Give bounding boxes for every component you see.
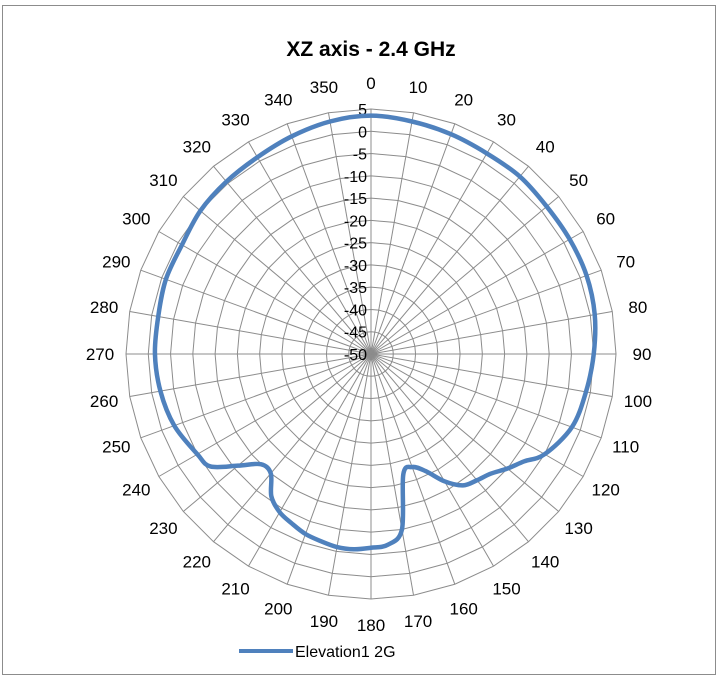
angle-label: 290 [102, 252, 130, 271]
grid-spoke [140, 269, 372, 355]
radial-tick-label: -20 [344, 213, 367, 230]
grid-spoke [370, 353, 613, 398]
angle-label: 100 [624, 392, 652, 411]
angle-label: 330 [221, 110, 249, 129]
chart-grid [125, 108, 617, 600]
angle-label: 250 [102, 438, 130, 457]
grid-spoke [158, 231, 372, 355]
angle-label: 120 [592, 481, 620, 500]
angle-label: 140 [531, 553, 559, 572]
grid-spoke [327, 112, 372, 355]
angle-label: 170 [404, 612, 432, 631]
angle-label: 340 [264, 90, 292, 109]
series-line [152, 113, 598, 552]
grid-spoke [370, 353, 584, 477]
radial-tick-label: -50 [344, 347, 367, 364]
radial-tick-label: -35 [344, 280, 367, 297]
grid-spoke [286, 123, 372, 355]
radial-tick-label: -45 [344, 325, 367, 342]
radial-tick-label: 0 [358, 124, 367, 141]
angle-label: 300 [122, 210, 150, 229]
angle-label: 40 [536, 137, 555, 156]
grid-spoke [370, 141, 494, 355]
grid-spoke [182, 353, 372, 512]
grid-spoke [370, 353, 560, 512]
grid-spoke [158, 353, 372, 477]
angle-labels: 0 102030405060708090100110120130140150160… [86, 74, 652, 635]
angle-label: 210 [221, 580, 249, 599]
grid-spoke [286, 353, 372, 585]
radial-tick-label: -40 [344, 302, 367, 319]
grid-spoke [370, 353, 602, 439]
angle-label: 20 [454, 90, 473, 109]
radial-tick-label: -5 [353, 147, 367, 164]
angle-label: 180 [357, 616, 385, 635]
grid-spoke [140, 353, 372, 439]
angle-label: 230 [149, 519, 177, 538]
angle-label: 320 [183, 137, 211, 156]
angle-label: 240 [122, 481, 150, 500]
radial-tick-label: -10 [344, 169, 367, 186]
angle-label: 130 [564, 519, 592, 538]
grid-spoke [370, 165, 529, 355]
angle-label: 110 [612, 438, 639, 457]
angle-label: 350 [310, 78, 338, 97]
radial-tick-label: -30 [344, 258, 367, 275]
angle-label: 200 [264, 600, 292, 619]
grid-spoke [370, 353, 415, 596]
grid-spoke [213, 165, 372, 355]
angle-label: 80 [628, 298, 647, 317]
grid-spoke [248, 141, 372, 355]
radial-tick-label: -15 [344, 191, 367, 208]
chart-frame: XZ axis - 2.4 GHz 0 10 20 30 40 50 60 70 80 90 100… [2, 5, 716, 675]
angle-label: 50 [569, 171, 588, 190]
grid-spoke [370, 310, 613, 355]
angle-label: 190 [310, 612, 338, 631]
grid-spoke [370, 196, 560, 355]
series-layer [152, 113, 598, 552]
grid-spoke [370, 123, 456, 355]
angle-label: 0 [366, 74, 375, 93]
angle-label: 310 [149, 171, 177, 190]
angle-label: 10 [409, 78, 428, 97]
grid-spoke [370, 353, 494, 567]
angle-label: 150 [492, 580, 520, 599]
grid-spoke [327, 353, 372, 596]
grid-spoke [129, 310, 372, 355]
legend: Elevation1 2G [239, 644, 396, 661]
angle-label: 220 [183, 553, 211, 572]
grid-spoke [370, 112, 415, 355]
radial-tick-label: -25 [344, 236, 367, 253]
angle-label: 260 [90, 392, 118, 411]
grid-spoke [370, 269, 602, 355]
angle-label: 70 [616, 252, 635, 271]
angle-label: 30 [497, 110, 516, 129]
legend-label: Elevation1 2G [295, 644, 396, 661]
angle-label: 160 [449, 600, 477, 619]
angle-label: 60 [596, 210, 615, 229]
angle-label: 270 [86, 345, 114, 364]
grid-spoke [370, 353, 529, 543]
angle-label: 280 [90, 298, 118, 317]
grid-spoke [248, 353, 372, 567]
grid-spoke [129, 353, 372, 398]
chart-title: XZ axis - 2.4 GHz [286, 38, 455, 61]
grid-spoke [213, 353, 372, 543]
grid-spoke [182, 196, 372, 355]
angle-label: 90 [633, 345, 652, 364]
grid-spoke [370, 231, 584, 355]
radial-tick-label: 5 [358, 102, 367, 119]
radial-labels: 5 0 -5 -10 -15 -20 -25 -30 -35 -40 -45 -50 [344, 102, 367, 364]
radar-chart: XZ axis - 2.4 GHz 0 102030405060708090100… [86, 38, 652, 661]
